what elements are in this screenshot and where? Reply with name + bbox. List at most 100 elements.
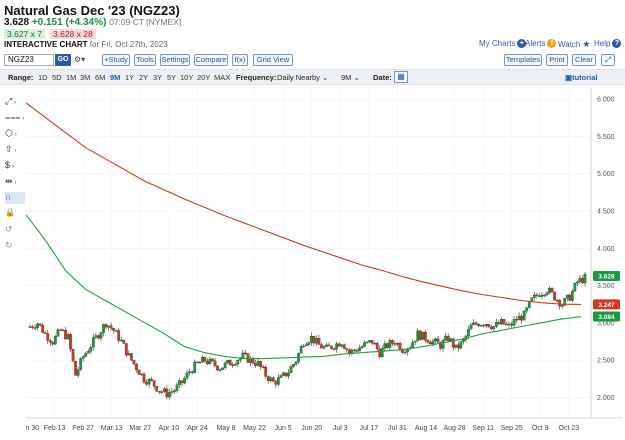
- candle-body: [555, 299, 559, 302]
- range-1d[interactable]: 1D: [38, 73, 48, 82]
- help-icon: ?: [612, 39, 622, 48]
- fx-button[interactable]: f(x): [232, 54, 248, 66]
- range-10y[interactable]: 10Y: [180, 73, 194, 82]
- range-3y[interactable]: 3Y: [153, 73, 163, 82]
- candle-body: [385, 343, 389, 348]
- symbol-input[interactable]: NGZ23: [4, 54, 54, 66]
- candle-body: [532, 294, 536, 298]
- fib-tool-icon[interactable]: ⩶ ›: [5, 112, 25, 122]
- price-chart[interactable]: 6.000 5.500 5.000 4.500 4.000 3.500 3.000 2.500…: [26, 88, 622, 438]
- expand-button[interactable]: ⤢: [601, 54, 615, 66]
- candle-body: [109, 325, 113, 329]
- candle-body: [168, 392, 171, 398]
- candle-body: [147, 378, 151, 385]
- candle-body: [307, 342, 311, 345]
- options-icon[interactable]: ⚙▾: [74, 55, 86, 64]
- tools-button[interactable]: Tools: [134, 54, 156, 66]
- candle-body: [570, 290, 574, 301]
- range-2y[interactable]: 2Y: [139, 73, 149, 82]
- candle-body: [152, 380, 156, 387]
- undo-icon[interactable]: ↺: [5, 224, 13, 234]
- shapes-tool-icon[interactable]: ⬡ ›: [5, 128, 17, 138]
- settings-button[interactable]: Settings: [160, 54, 190, 66]
- alerts-link[interactable]: Alerts !: [525, 39, 557, 48]
- page-title: Natural Gas Dec '23 (NGZ23): [4, 3, 180, 18]
- range-20y[interactable]: 20Y: [197, 73, 211, 82]
- watch-link[interactable]: Watch ★: [558, 39, 590, 50]
- candle-body: [124, 343, 128, 356]
- clear-button[interactable]: Clear: [572, 54, 596, 66]
- candle-body: [446, 335, 450, 341]
- expand-icon: ⤢: [605, 55, 611, 64]
- range-9m[interactable]: 9M: [110, 73, 121, 82]
- candle-body: [401, 349, 404, 353]
- candle-body: [97, 335, 100, 339]
- candle-body: [398, 342, 402, 351]
- y-tick-label: 4.500: [597, 209, 615, 216]
- candle-body: [337, 343, 341, 347]
- candle-body: [345, 348, 349, 350]
- y-tick-label: 3.000: [597, 320, 615, 327]
- range-5d[interactable]: 5D: [52, 73, 62, 82]
- candle-body: [140, 373, 143, 376]
- candle-body: [38, 323, 42, 326]
- candle-body: [454, 344, 458, 348]
- candle-body: [429, 342, 432, 345]
- candle-body: [565, 294, 569, 299]
- candle-body: [434, 338, 437, 342]
- line-tool-icon[interactable]: ⤢ ›: [5, 96, 17, 106]
- lock-icon[interactable]: 🔒: [5, 208, 15, 217]
- frequency-select[interactable]: Daily Nearby ⌄: [277, 73, 328, 82]
- candle-body: [370, 340, 374, 344]
- y-tick-label: 5.000: [597, 171, 615, 178]
- redo-icon[interactable]: ↻: [5, 240, 13, 250]
- candle-body: [581, 278, 584, 284]
- candle-body: [33, 327, 37, 329]
- candle-body: [500, 319, 503, 325]
- range-5y[interactable]: 5Y: [167, 73, 177, 82]
- candle-body: [231, 364, 235, 366]
- candle-body: [206, 360, 209, 364]
- candle-body: [484, 324, 488, 326]
- candle-body: [59, 329, 62, 331]
- grid-view-button[interactable]: Grid View: [253, 54, 293, 66]
- print-button[interactable]: Print: [546, 54, 568, 66]
- x-tick-label: Oct 9: [532, 425, 549, 432]
- my-charts-link[interactable]: My Charts +: [479, 39, 527, 48]
- candle-body: [368, 340, 371, 343]
- candle-body: [411, 342, 415, 348]
- price-badge: [593, 271, 620, 282]
- candle-body: [576, 281, 579, 284]
- candle-body: [315, 338, 318, 344]
- range-1y[interactable]: 1Y: [125, 73, 135, 82]
- add-study-button[interactable]: +Study: [102, 54, 130, 66]
- candle-body: [312, 336, 316, 344]
- candle-body: [99, 332, 103, 339]
- help-link[interactable]: Help ?: [594, 39, 622, 48]
- candle-body: [79, 358, 83, 370]
- templates-button[interactable]: Templates: [504, 54, 542, 66]
- chevron-down-icon: ⌄: [353, 73, 360, 82]
- measure-tool-icon[interactable]: ⇹ ›: [5, 176, 17, 186]
- calendar-icon[interactable]: ▦: [394, 71, 408, 83]
- tutorial-label: tutorial: [572, 73, 598, 82]
- magnet-icon[interactable]: ∩: [5, 192, 25, 204]
- candle-body: [573, 282, 577, 292]
- range-6m[interactable]: 6M: [95, 73, 106, 82]
- compare-button[interactable]: Compare: [194, 54, 228, 66]
- candle-body: [304, 344, 308, 347]
- tutorial-link[interactable]: ▣tutorial: [565, 73, 598, 82]
- price-badges: 3.628 3.247 3.084: [593, 271, 620, 322]
- candle-body: [190, 371, 194, 373]
- dollar-tool-icon[interactable]: $ ›: [5, 160, 15, 170]
- range-1m[interactable]: 1M: [66, 73, 77, 82]
- range-max[interactable]: MAX: [214, 73, 231, 82]
- go-button[interactable]: GO: [55, 54, 71, 66]
- chart-background: [26, 88, 622, 438]
- candle-body: [56, 329, 60, 337]
- period-select[interactable]: 9M ⌄: [341, 73, 360, 82]
- x-tick-label: Jul 17: [360, 425, 379, 432]
- arrow-tool-icon[interactable]: ⇧ ›: [5, 144, 17, 154]
- range-3m[interactable]: 3M: [80, 73, 91, 82]
- candle-body: [135, 363, 138, 371]
